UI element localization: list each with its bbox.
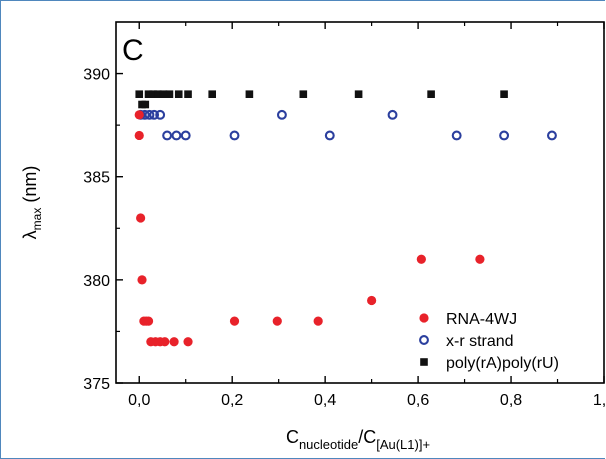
data-point — [144, 90, 153, 98]
data-point — [180, 130, 191, 141]
legend-marker — [419, 313, 429, 323]
data-point — [272, 316, 282, 326]
panel-label: C — [122, 34, 144, 67]
x-tick-label: 0,8 — [500, 392, 522, 409]
data-point — [162, 130, 173, 141]
legend-marker — [419, 335, 429, 345]
legend-label: poly(rA)poly(rU) — [446, 355, 559, 372]
data-point — [165, 90, 174, 98]
data-point — [141, 100, 150, 109]
x-tick-label: 0,4 — [314, 392, 336, 409]
data-point — [136, 213, 146, 223]
data-point — [184, 90, 192, 98]
data-point — [144, 109, 155, 120]
data-point — [367, 295, 377, 306]
data-point — [208, 90, 217, 98]
data-point — [499, 130, 510, 141]
legend-label: RNA-4WJ — [446, 311, 517, 328]
data-point — [427, 90, 435, 98]
data-point — [155, 109, 166, 120]
axis-ticks: 0,0 0,2 0,4 0,6 0,8 1,0 375 380 385 390 — [83, 22, 606, 409]
data-point — [149, 109, 160, 120]
y-tick-label: 375 — [83, 376, 110, 393]
data-point — [475, 254, 485, 264]
y-tick-label: 385 — [83, 170, 110, 187]
series-x-r-strand — [135, 109, 557, 141]
data-point — [229, 316, 240, 326]
data-point — [229, 130, 240, 141]
data-point — [245, 90, 254, 98]
plot-area-box — [115, 21, 605, 384]
y-tick-label: 390 — [83, 67, 110, 84]
data-point — [143, 316, 154, 326]
x-tick-label: 0,2 — [221, 392, 243, 409]
data-point — [159, 90, 168, 98]
y-tick-label: 380 — [83, 273, 110, 290]
data-point — [154, 90, 162, 98]
data-point — [324, 130, 335, 141]
data-point — [135, 90, 144, 98]
data-point — [299, 90, 308, 98]
x-tick-label: 0,0 — [128, 392, 150, 409]
x-tick-label: 0,6 — [407, 392, 429, 409]
series-rna-4wj — [134, 110, 485, 347]
data-point — [416, 254, 426, 264]
x-tick-label: 1,0 — [593, 392, 606, 409]
data-point — [354, 90, 363, 98]
data-point — [171, 130, 182, 141]
x-axis-title: Cnucleotide/C[Au(L1)]+ — [286, 427, 430, 452]
data-points — [134, 90, 557, 347]
data-point — [149, 90, 157, 98]
y-axis-title: λmax (nm) — [20, 166, 44, 240]
legend: RNA-4WJ x-r strand poly(rA)poly(rU) — [419, 311, 559, 372]
data-point — [546, 130, 557, 141]
data-point — [160, 337, 170, 347]
data-point — [137, 275, 147, 285]
data-point — [183, 337, 193, 347]
data-point — [134, 130, 144, 141]
data-point — [174, 90, 183, 98]
data-point — [387, 109, 398, 120]
series-poly-ra-poly-ru- — [135, 90, 508, 109]
data-point — [134, 110, 144, 120]
legend-label: x-r strand — [446, 333, 514, 350]
data-point — [169, 337, 179, 347]
data-point — [313, 316, 323, 326]
legend-marker — [420, 358, 428, 366]
data-point — [500, 90, 508, 98]
data-point — [451, 130, 462, 141]
data-point — [276, 109, 287, 120]
